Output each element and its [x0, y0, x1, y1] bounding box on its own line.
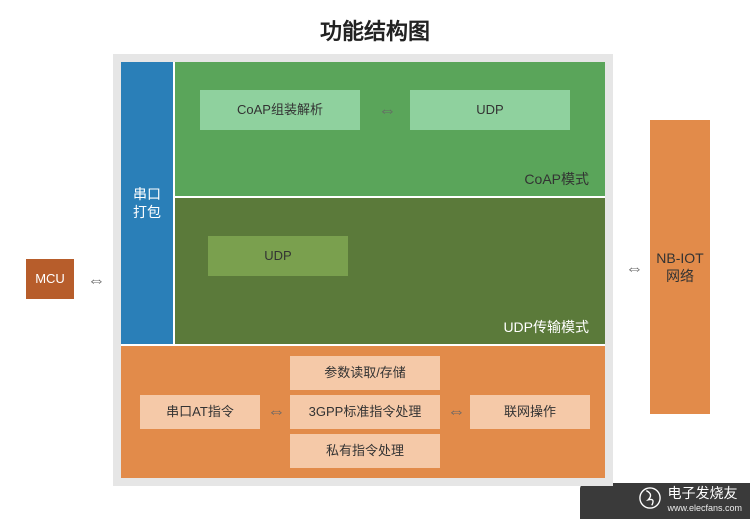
coap-mode-label: CoAP模式 [175, 166, 605, 192]
watermark-brand: 电子发烧友 [667, 483, 742, 503]
watermark: 电子发烧友 www.elecfans.com [639, 483, 742, 513]
udp-box-mid: UDP [208, 236, 348, 276]
param-box: 参数读取/存储 [290, 356, 440, 390]
arrow-coap-udp: ⇔ [366, 100, 406, 120]
gpp-box: 3GPP标准指令处理 [290, 395, 440, 429]
network-op-box: 联网操作 [470, 395, 590, 429]
watermark-url: www.elecfans.com [667, 503, 742, 513]
arrow-at-left: ⇔ [262, 401, 288, 421]
mcu-box: MCU [26, 259, 74, 299]
at-serial-box: 串口AT指令 [140, 395, 260, 429]
private-cmd-box: 私有指令处理 [290, 434, 440, 468]
coap-parse-box: CoAP组装解析 [200, 90, 360, 130]
arrow-mcu: ⇔ [78, 270, 112, 290]
serial-pack-box: 串口 打包 [121, 62, 173, 344]
nbiot-box: NB-IOT 网络 [650, 120, 710, 414]
diagram-title: 功能结构图 [0, 0, 750, 46]
arrow-at-right: ⇔ [442, 401, 468, 421]
logo-icon [639, 487, 661, 509]
arrow-nbiot: ⇔ [616, 258, 650, 278]
udp-box-top: UDP [410, 90, 570, 130]
udp-mode-label: UDP传输模式 [175, 314, 605, 340]
